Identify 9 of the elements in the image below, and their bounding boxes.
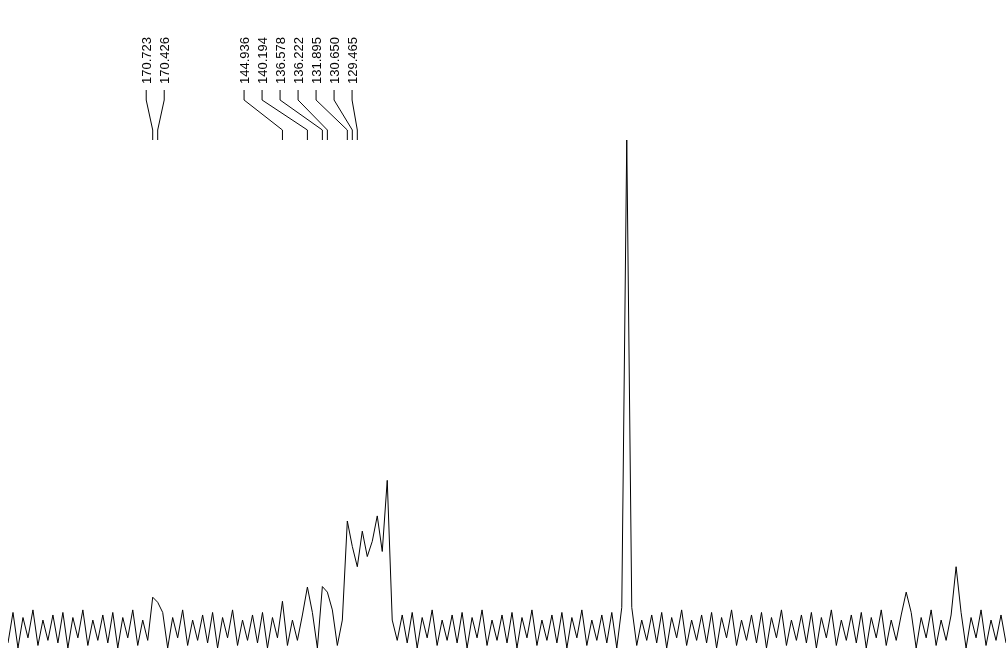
text: 130.650 — [327, 37, 343, 84]
text: 170.723 — [139, 37, 155, 84]
text: 131.895 — [309, 37, 325, 84]
text: 140.194 — [255, 37, 271, 84]
text: 129.465 — [345, 37, 361, 84]
text: 136.222 — [291, 37, 307, 84]
text: 144.936 — [237, 37, 253, 84]
text: 136.578 — [273, 37, 289, 84]
text: 170.426 — [157, 37, 173, 84]
